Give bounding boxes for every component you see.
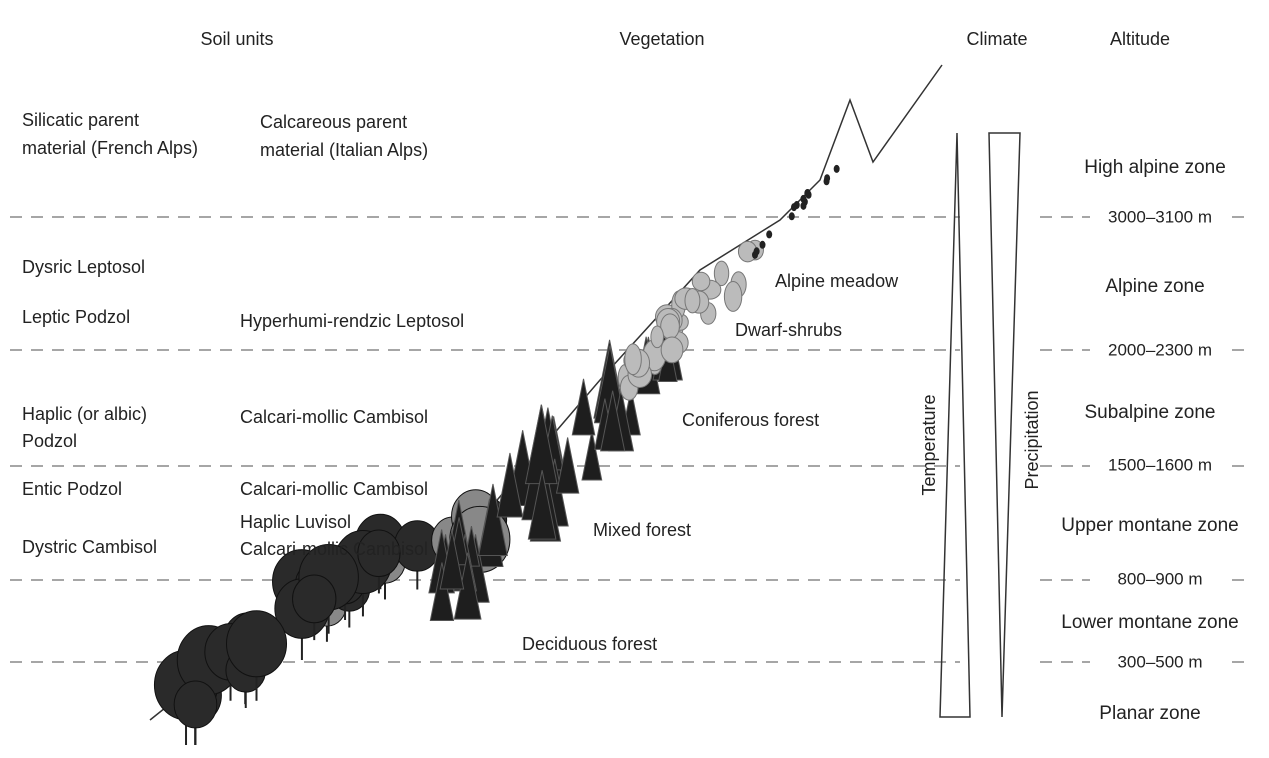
shrub <box>661 337 683 363</box>
tree-crown <box>174 681 217 728</box>
soil-label: Leptic Podzol <box>22 307 130 327</box>
diagram: Soil units Vegetation Climate Altitude S… <box>0 0 1269 758</box>
soil-label: material (Italian Alps) <box>260 140 428 160</box>
vegetation-label: Mixed forest <box>593 520 691 540</box>
rock <box>791 203 797 211</box>
zone-label: Planar zone <box>1099 703 1200 724</box>
tree-crown <box>226 611 286 677</box>
soil-label: Dysric Leptosol <box>22 257 145 277</box>
temperature-wedge <box>940 133 970 717</box>
conifer <box>572 379 594 435</box>
rock <box>754 247 760 255</box>
boundary-label: 3000–3100 m <box>1108 207 1212 226</box>
soil-label: Calcareous parent <box>260 112 407 132</box>
zone-label: Lower montane zone <box>1061 612 1238 633</box>
soil-label: Silicatic parent <box>22 110 139 130</box>
soil-label: Haplic Luvisol <box>240 512 351 532</box>
precipitation-wedge <box>989 133 1020 717</box>
boundary-label: 300–500 m <box>1117 652 1202 671</box>
shrub <box>625 344 642 375</box>
soil-label: Calcari-mollic Cambisol <box>240 479 428 499</box>
shrub <box>724 282 741 312</box>
header: Vegetation <box>619 29 704 49</box>
rock <box>806 191 812 199</box>
zone-label: Alpine zone <box>1105 276 1204 297</box>
boundary-label: 2000–2300 m <box>1108 340 1212 359</box>
rock <box>766 230 772 238</box>
soil-label: material (French Alps) <box>22 138 198 158</box>
vegetation-label: Dwarf-shrubs <box>735 320 842 340</box>
shrub <box>685 289 700 313</box>
rock <box>800 202 806 210</box>
rock <box>824 174 830 182</box>
soil-label: Haplic (or albic) <box>22 404 147 424</box>
rock <box>834 165 840 173</box>
vegetation-label: Alpine meadow <box>775 271 899 291</box>
header: Soil units <box>200 29 273 49</box>
soil-label: Dystric Cambisol <box>22 537 157 557</box>
vegetation-label: Deciduous forest <box>522 634 657 654</box>
soil-label: Podzol <box>22 431 77 451</box>
zone-label: Subalpine zone <box>1085 402 1216 423</box>
soil-label: Entic Podzol <box>22 479 122 499</box>
climate-label: Precipitation <box>1022 390 1042 489</box>
zone-label: High alpine zone <box>1084 157 1226 178</box>
soil-label: Hyperhumi-rendzic Leptosol <box>240 311 464 331</box>
rock <box>760 241 766 249</box>
climate-label: Temperature <box>919 394 939 495</box>
vegetation-label: Coniferous forest <box>682 410 819 430</box>
soil-label: Calcari-mollic Cambisol <box>240 407 428 427</box>
soil-label: Calcari-mollic Cambisol <box>240 539 428 559</box>
tree-crown <box>293 575 336 623</box>
zone-label: Upper montane zone <box>1061 515 1238 536</box>
boundary-label: 1500–1600 m <box>1108 455 1212 474</box>
header: Altitude <box>1110 29 1170 49</box>
shrub <box>692 272 710 291</box>
rock <box>789 212 795 220</box>
boundary-label: 800–900 m <box>1117 569 1202 588</box>
header: Climate <box>966 29 1027 49</box>
